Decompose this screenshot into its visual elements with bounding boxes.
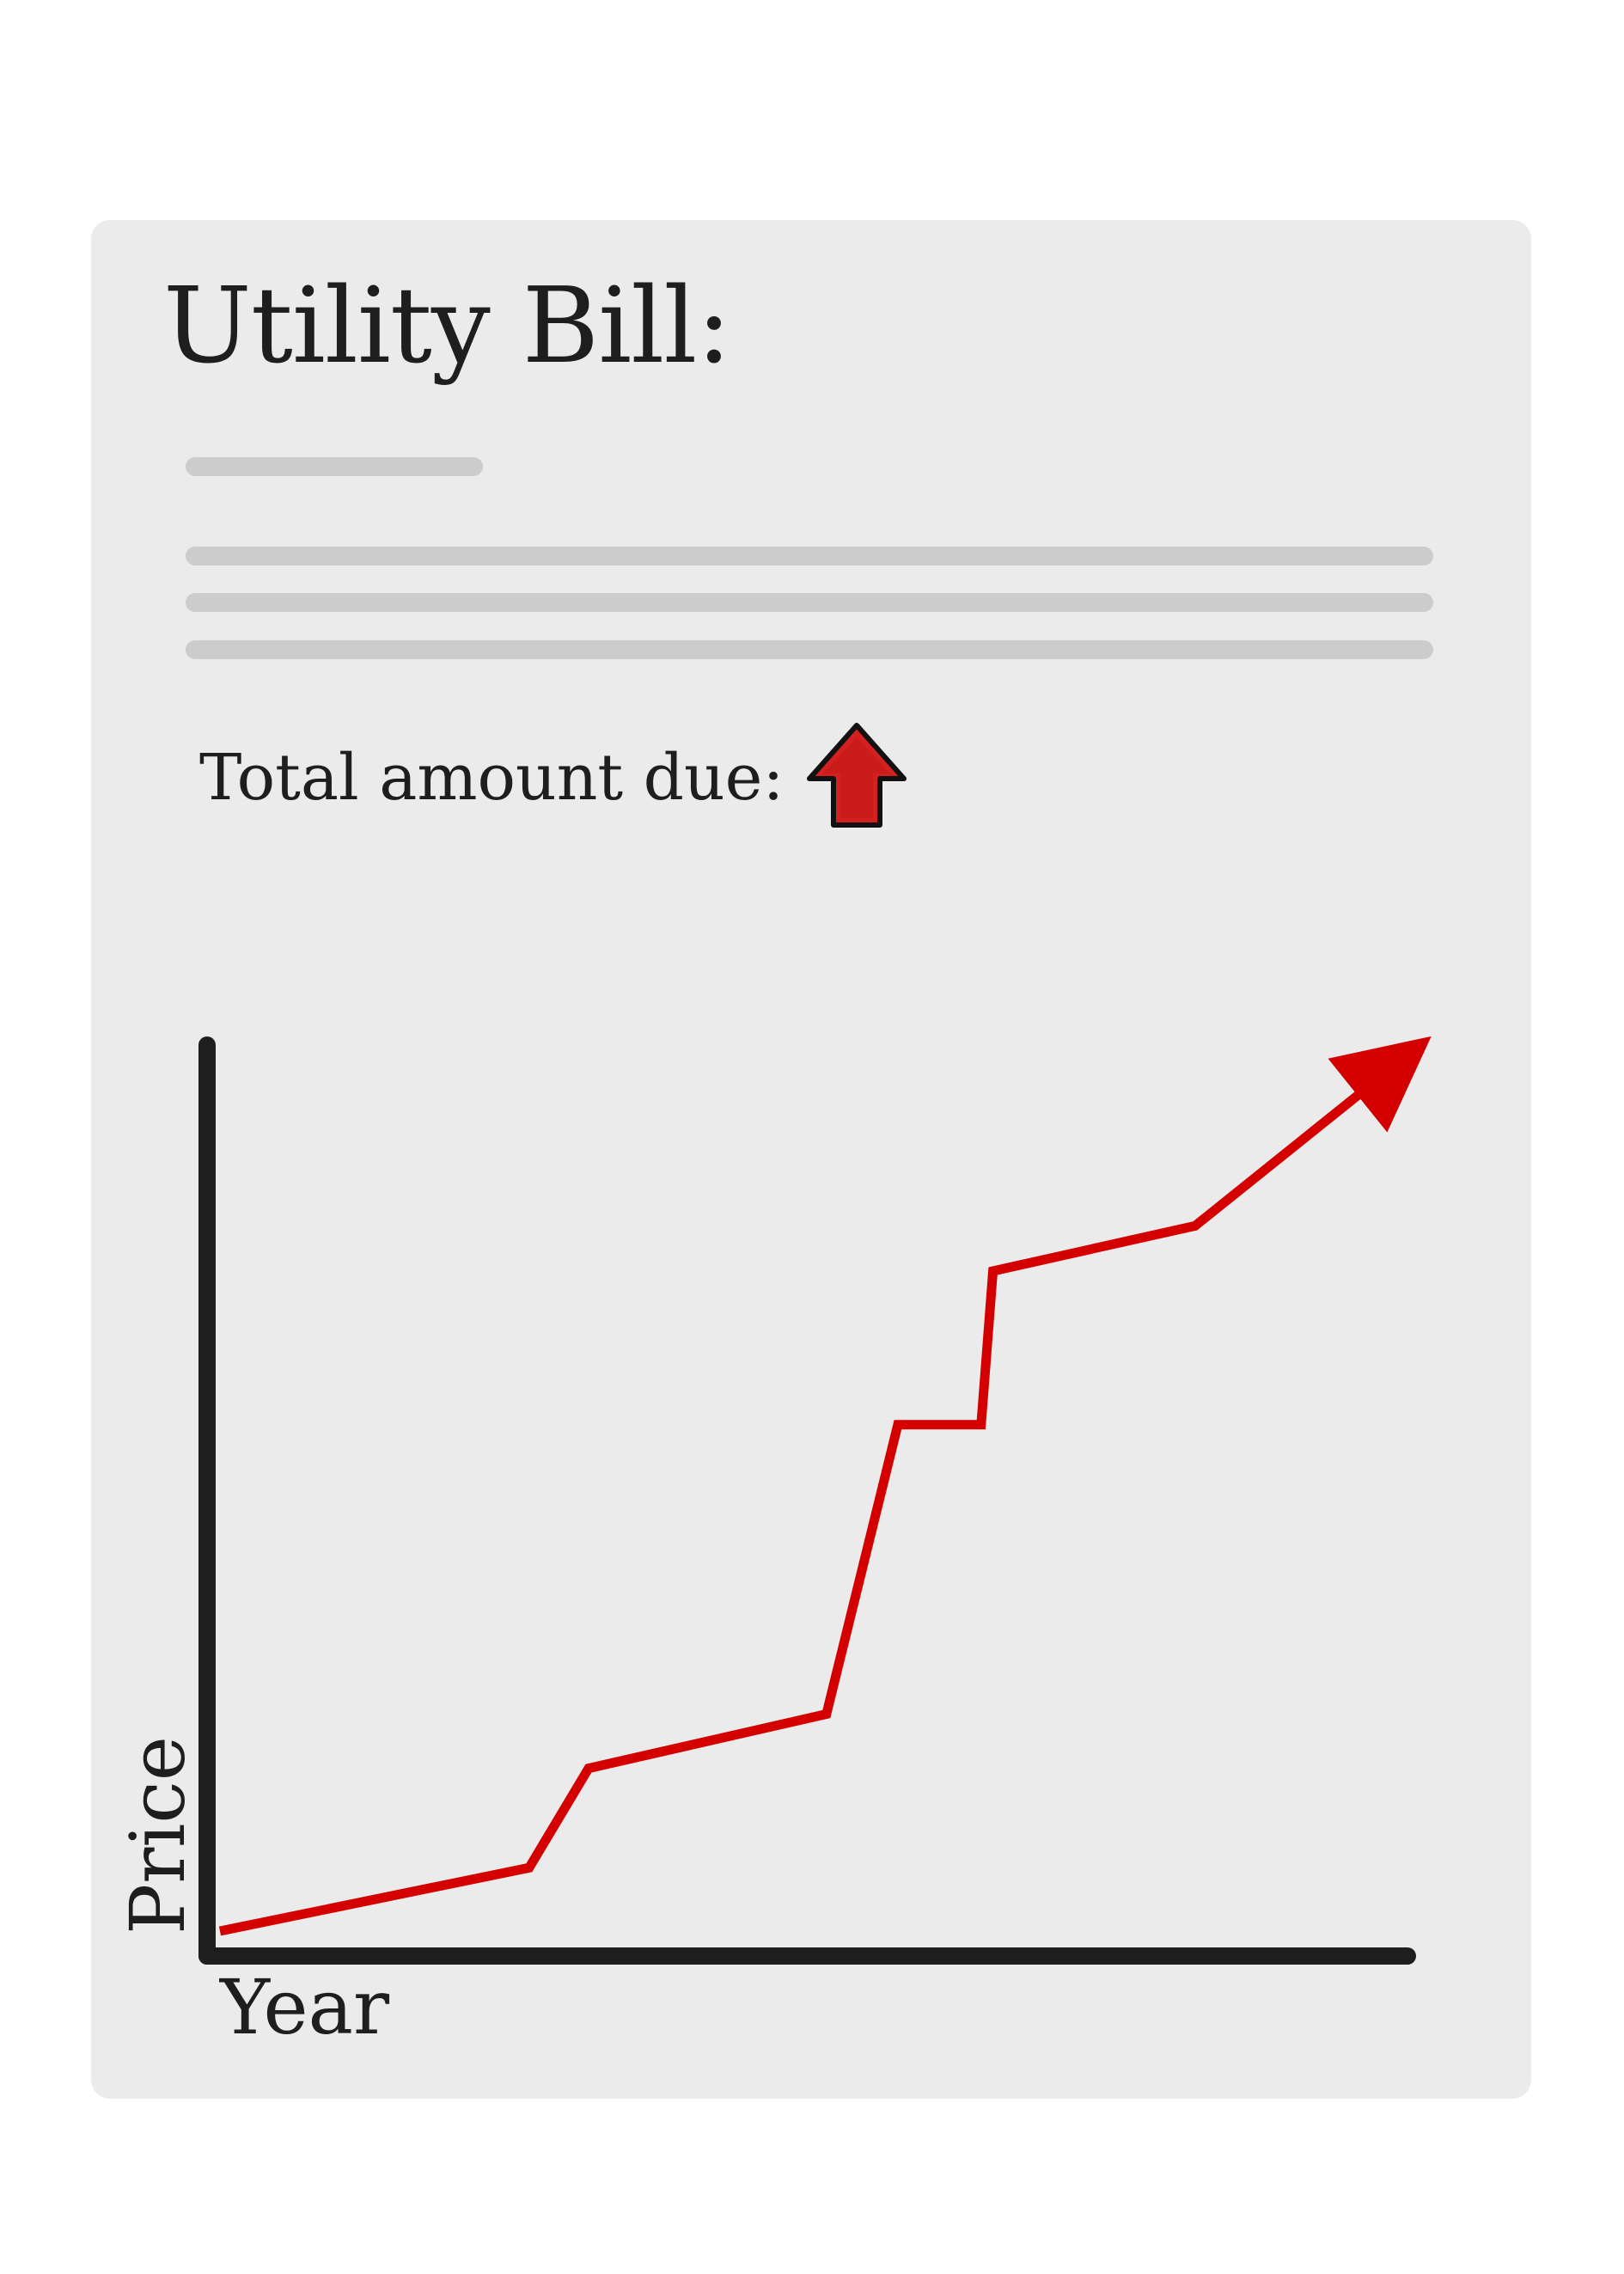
placeholder-text-line-short	[186, 457, 483, 476]
series-layer	[218, 1036, 1432, 1936]
x-axis-label: Year	[219, 1963, 390, 2051]
placeholder-text-line	[186, 640, 1433, 659]
price-trend-chart: Price Year	[113, 1036, 1432, 2051]
y-axis-label: Price	[113, 1736, 202, 1935]
placeholder-text-line	[186, 593, 1433, 612]
placeholder-text-line	[186, 547, 1433, 565]
price-trend-line	[218, 1036, 1432, 1936]
total-amount-due-label: Total amount due:	[199, 741, 785, 815]
up-arrow-icon	[807, 723, 907, 828]
utility-bill-card: Utility Bill: Total amount due: Price Ye…	[91, 220, 1531, 2099]
bill-title: Utility Bill:	[163, 265, 731, 387]
